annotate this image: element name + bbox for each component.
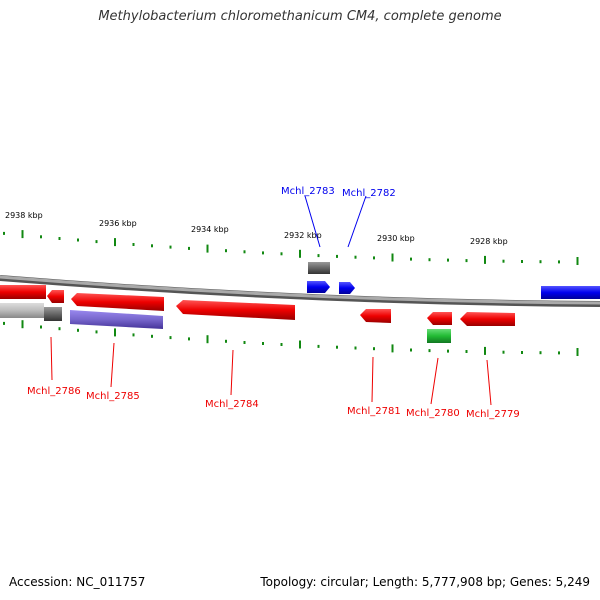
lower-tick-row	[3, 320, 579, 356]
gene-feature-rna[interactable]	[427, 329, 451, 343]
leader-line	[347, 195, 367, 248]
genome-summary: Topology: circular; Length: 5,777,908 bp…	[260, 575, 590, 589]
scale-label: 2936 kbp	[99, 219, 137, 228]
gene-label-mchl-2783[interactable]: Mchl_2783	[281, 186, 335, 197]
scale-label: 2932 kbp	[284, 231, 322, 240]
scale-label: 2930 kbp	[377, 234, 415, 243]
leader-line	[430, 357, 439, 405]
leader-line	[371, 356, 374, 403]
leader-line	[230, 349, 234, 396]
gene-label-mchl-2785[interactable]: Mchl_2785	[86, 391, 140, 402]
scale-label: 2928 kbp	[470, 237, 508, 246]
gene-label-mchl-2780[interactable]: Mchl_2780	[406, 408, 460, 419]
gene-feature-mchl-2784[interactable]	[176, 300, 295, 320]
accession-text: Accession: NC_011757	[9, 575, 146, 589]
gene-label-mchl-2779[interactable]: Mchl_2779	[466, 409, 520, 420]
gene-feature-lightgrey[interactable]	[0, 303, 44, 318]
gene-feature-red-small[interactable]	[47, 290, 64, 303]
gene-feature-mchl-2783[interactable]	[307, 281, 330, 293]
genome-backbone	[0, 275, 600, 305]
leader-line	[304, 195, 321, 248]
gene-label-mchl-2782[interactable]: Mchl_2782	[342, 188, 396, 199]
scale-label: 2938 kbp	[5, 211, 43, 220]
leader-line	[50, 336, 53, 381]
gene-feature-mchl-2785-red[interactable]	[71, 293, 164, 311]
genome-title: Methylobacterium chloromethanicum CM4, c…	[98, 9, 502, 24]
upper-tick-row	[3, 230, 579, 265]
leader-line	[110, 342, 115, 388]
gene-feature-blue-right[interactable]	[541, 286, 600, 299]
gene-label-mchl-2786[interactable]: Mchl_2786	[27, 386, 81, 397]
scale-label: 2934 kbp	[191, 225, 229, 234]
gene-feature-mchl-2779[interactable]	[460, 312, 515, 326]
gene-feature-mchl-2782[interactable]	[339, 282, 355, 294]
gene-label-mchl-2784[interactable]: Mchl_2784	[205, 399, 259, 410]
gene-label-mchl-2781[interactable]: Mchl_2781	[347, 406, 401, 417]
gene-feature-red-left[interactable]	[0, 285, 46, 299]
gene-feature-mchl-2786[interactable]	[70, 310, 163, 329]
gene-feature-grey[interactable]	[308, 262, 330, 274]
gene-feature-mchl-2780[interactable]	[427, 312, 452, 325]
gene-feature-grey-small[interactable]	[44, 307, 62, 321]
leader-line	[486, 359, 492, 406]
gene-feature-mchl-2781[interactable]	[360, 309, 391, 323]
